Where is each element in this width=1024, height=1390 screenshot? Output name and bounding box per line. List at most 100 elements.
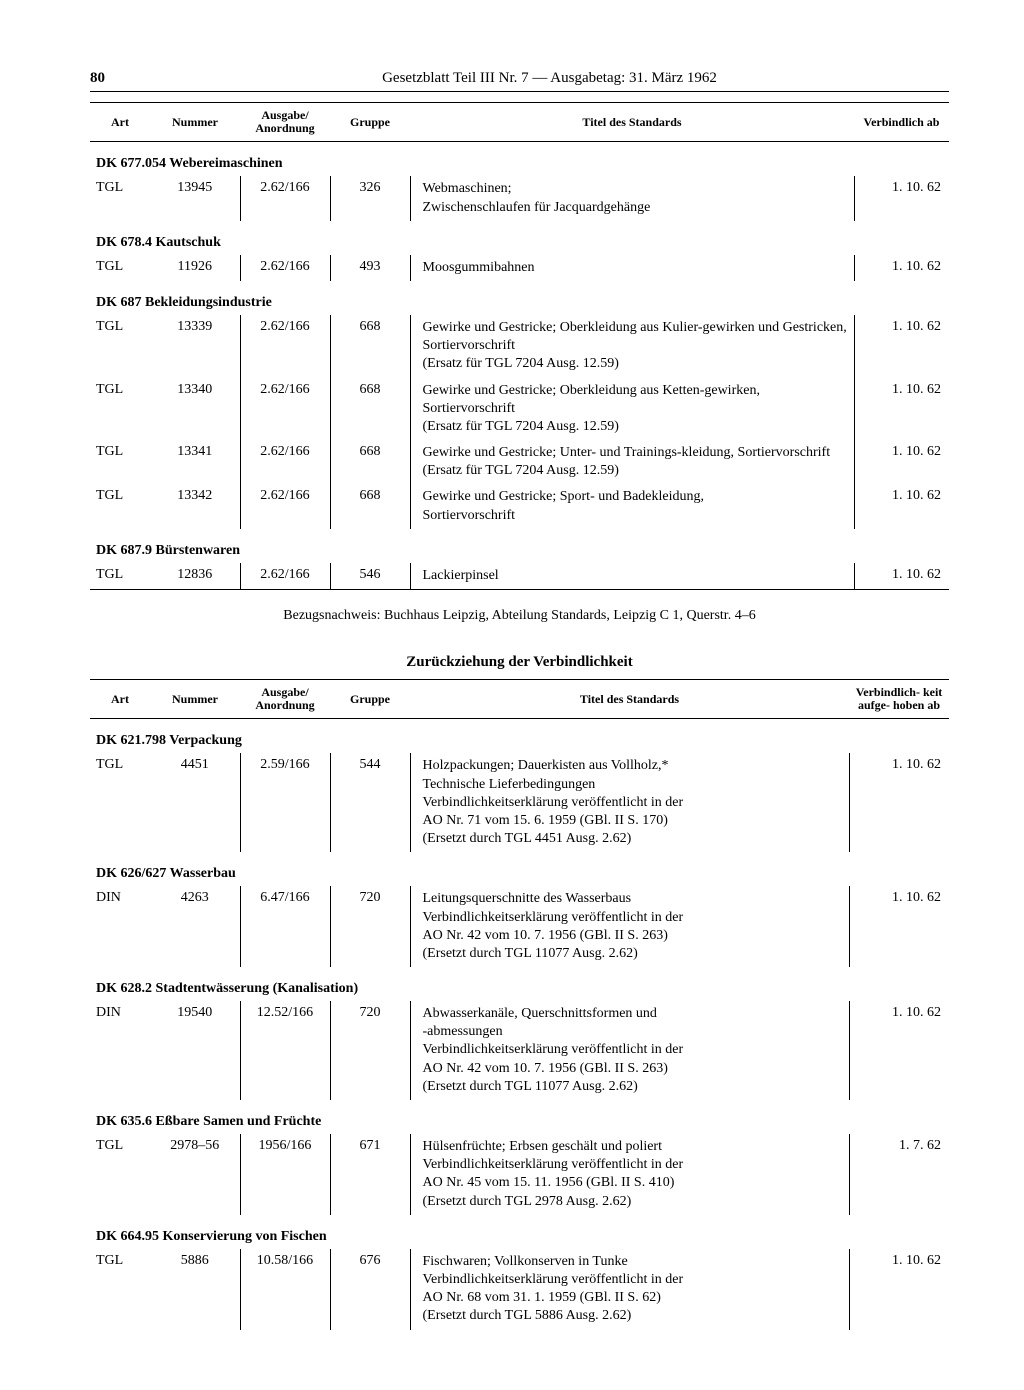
source-note: Bezugsnachweis: Buchhaus Leipzig, Abteil… xyxy=(90,608,949,624)
cell-art: TGL xyxy=(90,176,150,220)
cell-nummer: 13339 xyxy=(150,315,240,378)
cell-titel: Moosgummibahnen xyxy=(410,255,854,281)
cell-nummer: 5886 xyxy=(150,1249,240,1330)
cell-ausgabe: 6.47/166 xyxy=(240,886,330,967)
col-art: Art xyxy=(90,103,150,142)
section-heading: DK 626/627 Wasserbau xyxy=(90,852,949,886)
section-heading: DK 677.054 Webereimaschinen xyxy=(90,142,949,177)
cell-art: DIN xyxy=(90,1001,150,1100)
cell-titel: Abwasserkanäle, Querschnittsformen und -… xyxy=(410,1001,849,1100)
section-heading: DK 635.6 Eßbare Samen und Früchte xyxy=(90,1100,949,1134)
page-number: 80 xyxy=(90,70,150,87)
cell-titel: Gewirke und Gestricke; Oberkleidung aus … xyxy=(410,315,854,378)
cell-nummer: 4263 xyxy=(150,886,240,967)
cell-verbindlich: 1. 10. 62 xyxy=(854,255,949,281)
cell-verbindlich: 1. 10. 62 xyxy=(849,886,949,967)
cell-art: TGL xyxy=(90,484,150,528)
section-heading: DK 687 Bekleidungsindustrie xyxy=(90,281,949,315)
cell-art: TGL xyxy=(90,753,150,852)
section-heading: DK 621.798 Verpackung xyxy=(90,719,949,754)
standards-table-1: Art Nummer Ausgabe/ Anordnung Gruppe Tit… xyxy=(90,102,949,590)
cell-ausgabe: 10.58/166 xyxy=(240,1249,330,1330)
cell-ausgabe: 2.62/166 xyxy=(240,378,330,441)
cell-verbindlich: 1. 10. 62 xyxy=(854,484,949,528)
cell-art: TGL xyxy=(90,315,150,378)
page-header: 80 Gesetzblatt Teil III Nr. 7 — Ausgabet… xyxy=(90,70,949,92)
cell-art: TGL xyxy=(90,563,150,590)
cell-titel: Gewirke und Gestricke; Unter- und Traini… xyxy=(410,440,854,484)
section-heading: DK 687.9 Bürstenwaren xyxy=(90,529,949,563)
cell-art: TGL xyxy=(90,1249,150,1330)
cell-ausgabe: 2.62/166 xyxy=(240,176,330,220)
cell-gruppe: 544 xyxy=(330,753,410,852)
cell-ausgabe: 12.52/166 xyxy=(240,1001,330,1100)
standards-table-2: Art Nummer Ausgabe/ Anordnung Gruppe Tit… xyxy=(90,679,949,1330)
cell-gruppe: 668 xyxy=(330,378,410,441)
cell-verbindlich: 1. 10. 62 xyxy=(854,315,949,378)
cell-art: TGL xyxy=(90,440,150,484)
cell-nummer: 13342 xyxy=(150,484,240,528)
cell-titel: Webmaschinen; Zwischenschlaufen für Jacq… xyxy=(410,176,854,220)
cell-gruppe: 720 xyxy=(330,1001,410,1100)
cell-art: TGL xyxy=(90,255,150,281)
cell-gruppe: 546 xyxy=(330,563,410,590)
cell-gruppe: 668 xyxy=(330,315,410,378)
cell-verbindlich: 1. 10. 62 xyxy=(854,176,949,220)
col-verbindlich2: Verbindlich- keit aufge- hoben ab xyxy=(849,680,949,719)
cell-art: TGL xyxy=(90,1134,150,1215)
cell-nummer: 2978–56 xyxy=(150,1134,240,1215)
cell-verbindlich: 1. 10. 62 xyxy=(849,1001,949,1100)
cell-verbindlich: 1. 10. 62 xyxy=(854,378,949,441)
cell-titel: Gewirke und Gestricke; Sport- und Badekl… xyxy=(410,484,854,528)
cell-gruppe: 493 xyxy=(330,255,410,281)
header-title: Gesetzblatt Teil III Nr. 7 — Ausgabetag:… xyxy=(150,70,949,87)
col-nummer: Nummer xyxy=(150,103,240,142)
col-ausgabe2: Ausgabe/ Anordnung xyxy=(240,680,330,719)
page: 80 Gesetzblatt Teil III Nr. 7 — Ausgabet… xyxy=(0,0,1024,1390)
cell-ausgabe: 2.59/166 xyxy=(240,753,330,852)
section-heading: DK 678.4 Kautschuk xyxy=(90,221,949,255)
col-titel2: Titel des Standards xyxy=(410,680,849,719)
col-gruppe: Gruppe xyxy=(330,103,410,142)
col-ausgabe: Ausgabe/ Anordnung xyxy=(240,103,330,142)
cell-gruppe: 676 xyxy=(330,1249,410,1330)
cell-ausgabe: 1956/166 xyxy=(240,1134,330,1215)
section-heading: DK 628.2 Stadtentwässerung (Kanalisation… xyxy=(90,967,949,1001)
withdrawal-heading: Zurückziehung der Verbindlichkeit xyxy=(90,654,949,671)
cell-nummer: 13945 xyxy=(150,176,240,220)
cell-nummer: 13340 xyxy=(150,378,240,441)
cell-nummer: 19540 xyxy=(150,1001,240,1100)
cell-verbindlich: 1. 10. 62 xyxy=(849,1249,949,1330)
section-heading: DK 664.95 Konservierung von Fischen xyxy=(90,1215,949,1249)
cell-ausgabe: 2.62/166 xyxy=(240,484,330,528)
cell-ausgabe: 2.62/166 xyxy=(240,315,330,378)
cell-gruppe: 326 xyxy=(330,176,410,220)
col-nummer2: Nummer xyxy=(150,680,240,719)
col-verbindlich: Verbindlich ab xyxy=(854,103,949,142)
cell-gruppe: 668 xyxy=(330,440,410,484)
cell-ausgabe: 2.62/166 xyxy=(240,563,330,590)
cell-verbindlich: 1. 10. 62 xyxy=(849,753,949,852)
col-art2: Art xyxy=(90,680,150,719)
cell-verbindlich: 1. 10. 62 xyxy=(854,563,949,590)
cell-titel: Fischwaren; Vollkonserven in Tunke Verbi… xyxy=(410,1249,849,1330)
cell-titel: Holzpackungen; Dauerkisten aus Vollholz,… xyxy=(410,753,849,852)
cell-gruppe: 671 xyxy=(330,1134,410,1215)
cell-gruppe: 668 xyxy=(330,484,410,528)
cell-titel: Hülsenfrüchte; Erbsen geschält und polie… xyxy=(410,1134,849,1215)
cell-nummer: 4451 xyxy=(150,753,240,852)
cell-verbindlich: 1. 10. 62 xyxy=(854,440,949,484)
cell-gruppe: 720 xyxy=(330,886,410,967)
cell-titel: Leitungsquerschnitte des Wasserbaus Verb… xyxy=(410,886,849,967)
cell-nummer: 11926 xyxy=(150,255,240,281)
col-titel: Titel des Standards xyxy=(410,103,854,142)
cell-nummer: 13341 xyxy=(150,440,240,484)
cell-art: TGL xyxy=(90,378,150,441)
cell-art: DIN xyxy=(90,886,150,967)
cell-titel: Lackierpinsel xyxy=(410,563,854,590)
col-gruppe2: Gruppe xyxy=(330,680,410,719)
cell-nummer: 12836 xyxy=(150,563,240,590)
cell-ausgabe: 2.62/166 xyxy=(240,440,330,484)
cell-titel: Gewirke und Gestricke; Oberkleidung aus … xyxy=(410,378,854,441)
cell-verbindlich: 1. 7. 62 xyxy=(849,1134,949,1215)
